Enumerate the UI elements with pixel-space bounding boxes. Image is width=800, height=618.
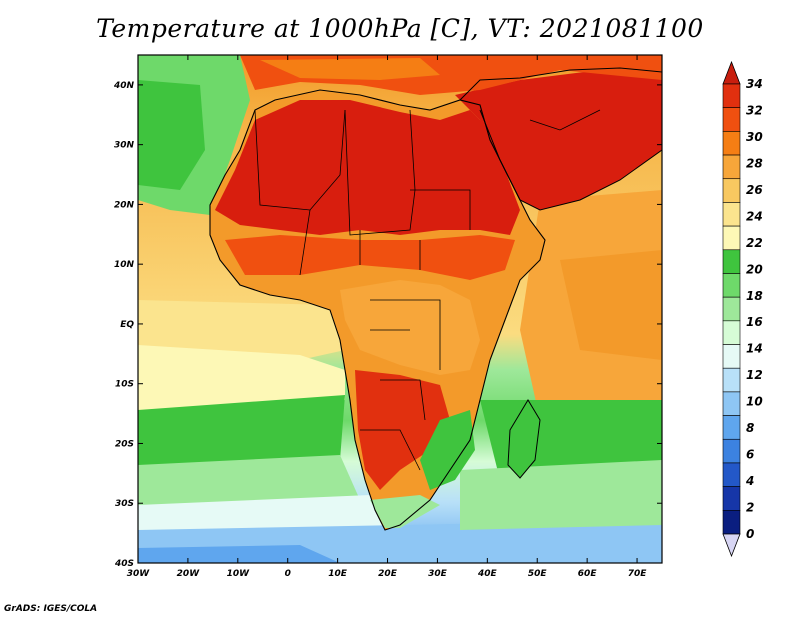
indian-ocean-warmer — [560, 250, 662, 360]
colorbar-band — [722, 510, 741, 535]
southern-ocean-deep — [138, 545, 340, 563]
colorbar-label: 34 — [746, 77, 763, 91]
colorbar-label: 12 — [746, 368, 763, 382]
lat-tick-label: EQ — [120, 320, 134, 330]
colorbar-label: 28 — [746, 156, 763, 170]
lon-tick-label: 60E — [578, 569, 598, 579]
colorbar-top-arrow — [722, 60, 741, 85]
east-africa-green — [420, 410, 475, 490]
colorbar-label: 32 — [746, 103, 763, 117]
arabia-hot-zone — [455, 70, 662, 210]
colorbar-band — [722, 415, 741, 440]
lat-tick-label: 20S — [115, 439, 134, 449]
colorbar-band — [722, 391, 741, 416]
colorbar-band — [722, 344, 741, 369]
congo-basin-zone — [340, 280, 480, 375]
plot-frame — [137, 54, 663, 564]
colorbar-label: 8 — [746, 421, 754, 435]
map-plot-area — [138, 55, 662, 563]
gulf-guinea-zone — [138, 300, 345, 360]
colorbar-band — [722, 202, 741, 227]
colorbar-label: 2 — [746, 501, 754, 515]
lon-tick-label: 70E — [628, 569, 648, 579]
indian-ocean-light-green — [460, 460, 662, 530]
colorbar-label: 10 — [746, 395, 763, 409]
colorbar-band — [722, 273, 741, 298]
sahara-hot-zone — [215, 100, 520, 235]
lat-tick-label: 10S — [115, 380, 134, 390]
colorbar-label: 14 — [746, 342, 763, 356]
lat-tick-label: 20N — [114, 200, 135, 210]
colorbar-band — [722, 225, 741, 251]
lon-tick-label: 50E — [528, 569, 548, 579]
colorbar-label: 18 — [746, 289, 763, 303]
colorbar-label: 26 — [746, 183, 763, 197]
asia-coastline — [459, 67, 662, 101]
south-atlantic-light-green — [138, 455, 360, 510]
colorbar-band — [722, 296, 741, 322]
colorbar-band — [722, 462, 741, 487]
colorbar-band — [722, 438, 741, 464]
lat-tick-label: 10N — [114, 260, 135, 270]
colorbar-label: 22 — [746, 236, 763, 250]
lon-tick-label: 10W — [227, 569, 251, 579]
colorbar-bottom-arrow — [722, 533, 741, 558]
europe-zone — [260, 58, 440, 80]
grads-credit: GrADS: IGES/COLA — [4, 604, 98, 614]
madagascar — [507, 399, 541, 479]
colorbar-band — [722, 131, 741, 156]
atlantic-cooler-zone — [138, 80, 205, 190]
lat-tick-label: 40N — [113, 81, 135, 91]
colorbar-label: 6 — [746, 448, 754, 462]
lon-tick-label: 0 — [285, 569, 291, 579]
arabia-coastline — [479, 109, 662, 211]
colorbar-label: 24 — [746, 209, 763, 223]
lat-tick-label: 40S — [114, 559, 134, 569]
lon-tick-label: 10E — [328, 569, 348, 579]
colorbar-band — [722, 154, 741, 180]
colorbar-band — [722, 178, 741, 203]
lon-tick-label: 40E — [477, 569, 498, 579]
cape-zone — [370, 495, 440, 528]
lat-tick-label: 30S — [115, 499, 134, 509]
lon-tick-label: 20W — [177, 569, 201, 579]
colorbar-band — [722, 107, 741, 132]
country-borders — [254, 109, 601, 471]
map-title: Temperature at 1000hPa [C], VT: 20210811… — [96, 14, 704, 43]
south-atlantic-green — [138, 395, 345, 470]
africa-coastline — [209, 89, 546, 531]
colorbar-label: 0 — [746, 527, 754, 541]
lon-tick-label: 30E — [428, 569, 448, 579]
colorbar-label: 30 — [746, 130, 763, 144]
southern-africa-hot-zone — [355, 370, 450, 490]
colorbar-band — [722, 486, 741, 511]
colorbar-label: 16 — [746, 315, 763, 329]
colorbar-band — [722, 367, 741, 393]
colorbar-label: 4 — [745, 474, 754, 488]
colorbar-band — [722, 320, 741, 345]
colorbar-band — [722, 249, 741, 274]
lon-tick-label: 30W — [127, 569, 151, 579]
lat-tick-label: 30N — [114, 141, 135, 151]
longitude-axis: 30W 20W 10W 0 10E 20E 30E 40E 50E 60E 70E — [127, 55, 647, 579]
lon-tick-label: 20E — [378, 569, 398, 579]
colorbar-band — [722, 83, 741, 108]
colorbar-label: 20 — [746, 262, 763, 276]
sahel-zone — [225, 235, 515, 280]
latitude-axis: 40N 30N 20N 10N EQ 10S 20S 30S 40S — [113, 81, 662, 569]
